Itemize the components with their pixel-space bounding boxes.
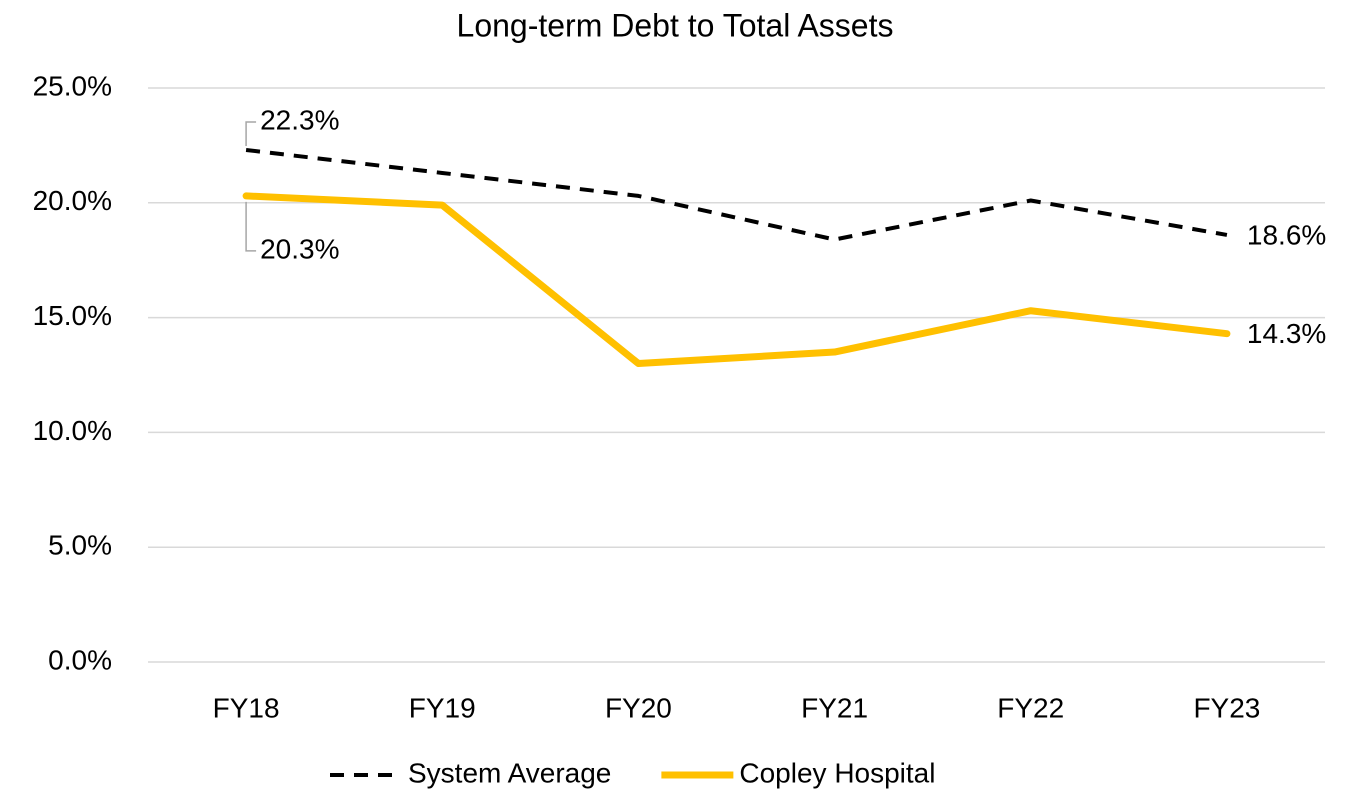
x-tick-label: FY19	[409, 692, 476, 723]
series-line	[242, 192, 1231, 368]
x-tick-label: FY23	[1193, 692, 1260, 723]
x-tick-label: FY20	[605, 692, 672, 723]
data-label: 18.6%	[1247, 219, 1326, 250]
y-tick-label: 25.0%	[33, 70, 112, 101]
y-tick-label: 20.0%	[33, 185, 112, 216]
leader-line	[245, 201, 257, 252]
legend-label: Copley Hospital	[739, 757, 935, 788]
y-tick-label: 5.0%	[48, 530, 112, 561]
x-tick-label: FY18	[213, 692, 280, 723]
chart-title: Long-term Debt to Total Assets	[457, 7, 894, 43]
y-tick-label: 0.0%	[48, 644, 112, 675]
series-line	[245, 148, 1228, 242]
x-tick-label: FY21	[801, 692, 868, 723]
data-label: 14.3%	[1247, 318, 1326, 349]
legend-label: System Average	[408, 757, 611, 788]
data-label: 20.3%	[260, 233, 339, 264]
x-tick-label: FY22	[997, 692, 1064, 723]
leader-line	[245, 121, 257, 146]
y-tick-label: 10.0%	[33, 415, 112, 446]
y-tick-label: 15.0%	[33, 300, 112, 331]
data-label: 22.3%	[260, 104, 339, 135]
